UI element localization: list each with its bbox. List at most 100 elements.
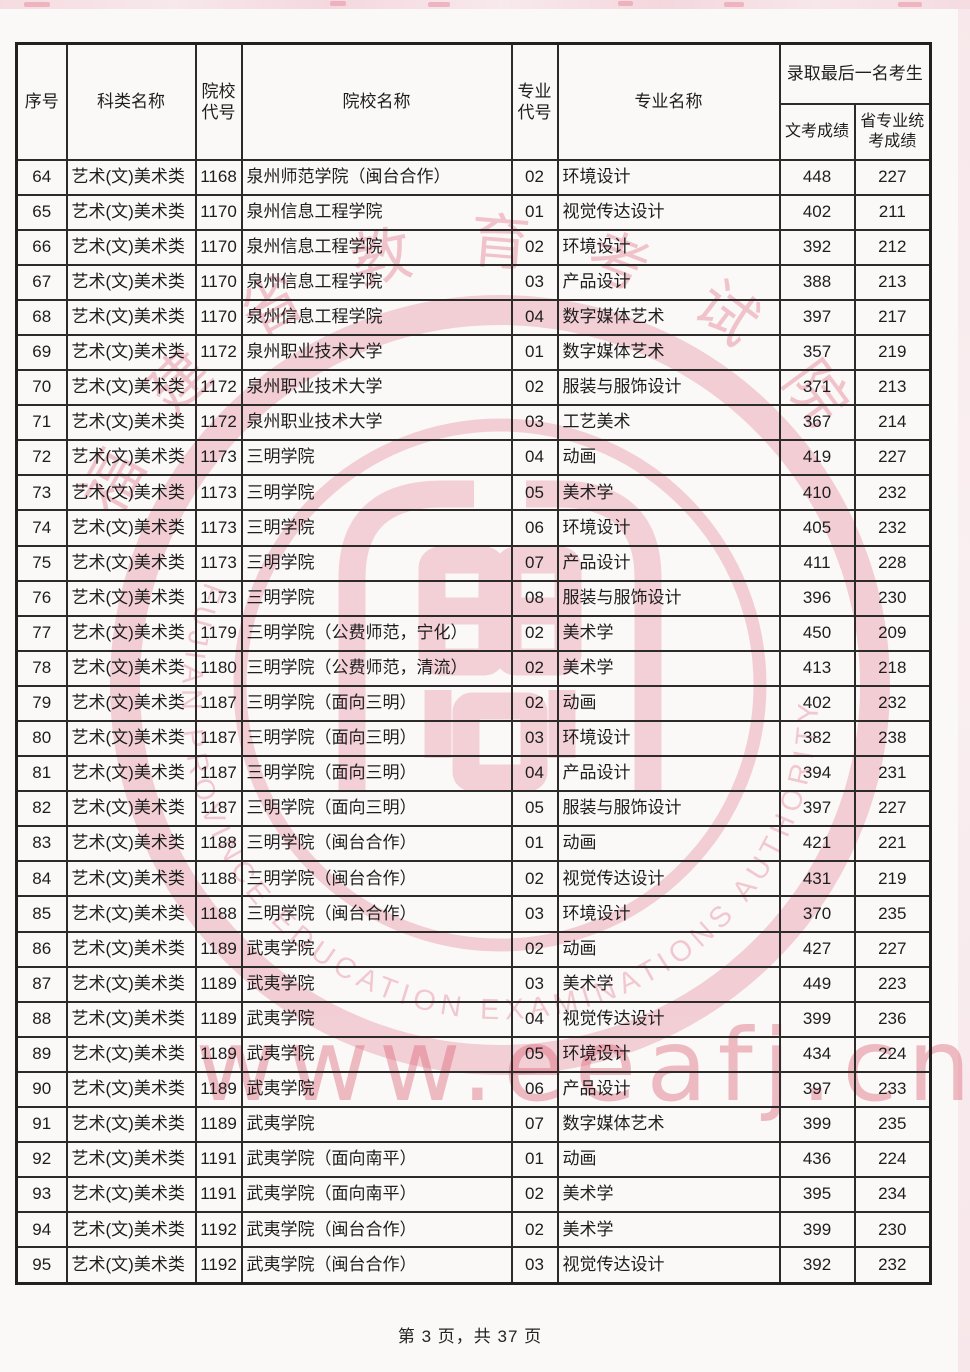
category-cell: 艺术(文)美术类: [65, 369, 197, 407]
seq-cell: 82: [15, 790, 68, 828]
major-name-cell: 美术学: [556, 649, 781, 687]
major-code-cell: 03: [510, 895, 559, 933]
provincial-score-cell: 212: [853, 228, 932, 266]
school-code-cell: 1189: [194, 1035, 243, 1073]
major-code-cell: 03: [510, 719, 559, 758]
school-name-cell: 泉州信息工程学院: [240, 298, 513, 336]
school-name-cell: 武夷学院: [240, 1106, 513, 1144]
table-row: 79 艺术(文)美术类 1187 三明学院（面向三明） 02 动画 402 23…: [15, 684, 932, 723]
school-name-cell: 武夷学院: [240, 930, 513, 968]
seq-cell: 93: [15, 1176, 68, 1214]
seq-cell: 78: [15, 649, 68, 687]
seq-cell: 74: [15, 509, 68, 547]
wenkao-score-cell: 448: [778, 158, 856, 196]
school-code-cell: 1173: [194, 439, 243, 477]
major-name-cell: 环境设计: [556, 719, 781, 758]
school-code-cell: 1173: [194, 474, 243, 512]
school-name-cell: 三明学院: [240, 544, 513, 582]
school-code-cell: 1172: [194, 404, 243, 442]
seq-cell: 95: [15, 1246, 68, 1285]
major-code-cell: 02: [510, 614, 559, 652]
major-name-cell: 服装与服饰设计: [556, 369, 781, 407]
table-row: 68 艺术(文)美术类 1170 泉州信息工程学院 04 数字媒体艺术 397 …: [15, 298, 932, 336]
provincial-score-cell: 217: [853, 298, 932, 336]
provincial-score-cell: 213: [853, 263, 932, 301]
school-name-cell: 三明学院（公费师范，清流）: [240, 649, 513, 687]
scan-artifact-right-band: [958, 0, 970, 1372]
major-code-cell: 02: [510, 1211, 559, 1249]
major-code-cell: 01: [510, 193, 559, 231]
seq-cell: 76: [15, 579, 68, 617]
school-code-cell: 1189: [194, 1106, 243, 1144]
table-row: 75 艺术(文)美术类 1173 三明学院 07 产品设计 411 228: [15, 544, 932, 582]
wenkao-score-cell: 395: [778, 1176, 856, 1214]
major-code-cell: 05: [510, 1035, 559, 1073]
table-row: 71 艺术(文)美术类 1172 泉州职业技术大学 03 工艺美术 367 21…: [15, 404, 932, 442]
wenkao-score-cell: 397: [778, 1070, 856, 1109]
category-cell: 艺术(文)美术类: [65, 193, 197, 231]
provincial-score-cell: 224: [853, 1035, 932, 1073]
category-cell: 艺术(文)美术类: [65, 544, 197, 582]
seq-cell: 92: [15, 1141, 68, 1179]
school-name-cell: 三明学院（面向三明）: [240, 719, 513, 758]
major-name-cell: 美术学: [556, 965, 781, 1003]
seq-cell: 71: [15, 404, 68, 442]
seq-cell: 89: [15, 1035, 68, 1073]
seq-cell: 83: [15, 825, 68, 863]
school-code-cell: 1192: [194, 1211, 243, 1249]
school-code-cell: 1189: [194, 1000, 243, 1038]
school-name-cell: 三明学院: [240, 579, 513, 617]
table-row: 80 艺术(文)美术类 1187 三明学院（面向三明） 03 环境设计 382 …: [15, 719, 932, 758]
provincial-score-cell: 219: [853, 860, 932, 898]
table-row: 66 艺术(文)美术类 1170 泉州信息工程学院 02 环境设计 392 21…: [15, 228, 932, 266]
provincial-score-cell: 214: [853, 404, 932, 442]
seq-cell: 81: [15, 755, 68, 793]
col-header-school-name: 院校名称: [240, 42, 513, 161]
major-name-cell: 环境设计: [556, 1035, 781, 1073]
wenkao-score-cell: 392: [778, 228, 856, 266]
school-code-cell: 1187: [194, 755, 243, 793]
category-cell: 艺术(文)美术类: [65, 965, 197, 1003]
school-code-cell: 1173: [194, 509, 243, 547]
major-code-cell: 04: [510, 1000, 559, 1038]
provincial-score-cell: 233: [853, 1070, 932, 1109]
scan-artifact-dashes: [24, 1, 922, 7]
table-row: 95 艺术(文)美术类 1192 武夷学院（闽台合作） 03 视觉传达设计 39…: [15, 1246, 932, 1285]
major-name-cell: 视觉传达设计: [556, 193, 781, 231]
major-name-cell: 视觉传达设计: [556, 1000, 781, 1038]
wenkao-score-cell: 392: [778, 1246, 856, 1285]
school-name-cell: 三明学院（面向三明）: [240, 684, 513, 723]
major-name-cell: 产品设计: [556, 755, 781, 793]
wenkao-score-cell: 413: [778, 649, 856, 687]
school-name-cell: 三明学院（闽台合作）: [240, 860, 513, 898]
school-code-cell: 1179: [194, 614, 243, 652]
wenkao-score-cell: 436: [778, 1141, 856, 1179]
wenkao-score-cell: 397: [778, 298, 856, 336]
wenkao-score-cell: 399: [778, 1211, 856, 1249]
provincial-score-cell: 238: [853, 719, 932, 758]
seq-cell: 84: [15, 860, 68, 898]
major-name-cell: 数字媒体艺术: [556, 298, 781, 336]
category-cell: 艺术(文)美术类: [65, 228, 197, 266]
seq-cell: 90: [15, 1070, 68, 1109]
major-code-cell: 03: [510, 404, 559, 442]
table-row: 85 艺术(文)美术类 1188 三明学院（闽台合作） 03 环境设计 370 …: [15, 895, 932, 933]
wenkao-score-cell: 370: [778, 895, 856, 933]
category-cell: 艺术(文)美术类: [65, 614, 197, 652]
category-cell: 艺术(文)美术类: [65, 1176, 197, 1214]
wenkao-score-cell: 421: [778, 825, 856, 863]
wenkao-score-cell: 405: [778, 509, 856, 547]
major-name-cell: 环境设计: [556, 509, 781, 547]
major-name-cell: 数字媒体艺术: [556, 333, 781, 372]
school-code-cell: 1173: [194, 579, 243, 617]
school-name-cell: 武夷学院: [240, 1035, 513, 1073]
provincial-score-cell: 232: [853, 1246, 932, 1285]
seq-cell: 85: [15, 895, 68, 933]
category-cell: 艺术(文)美术类: [65, 684, 197, 723]
table-row: 91 艺术(文)美术类 1189 武夷学院 07 数字媒体艺术 399 235: [15, 1106, 932, 1144]
table-header: 序号 科类名称 院校 代号 院校名称 专业 代号 专业名称 录取最后一名考生 文…: [15, 42, 932, 161]
major-name-cell: 视觉传达设计: [556, 1246, 781, 1285]
provincial-score-cell: 234: [853, 1176, 932, 1214]
wenkao-score-cell: 388: [778, 263, 856, 301]
wenkao-score-cell: 431: [778, 860, 856, 898]
